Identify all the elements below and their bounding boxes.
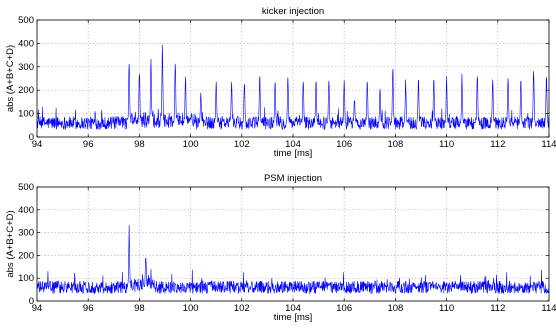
x-tick-label: 104	[285, 139, 301, 150]
x-tick-label: 98	[134, 139, 145, 150]
y-tick-label: 0	[29, 296, 34, 307]
x-tick-label: 104	[285, 303, 301, 314]
x-tick-label: 112	[490, 139, 505, 150]
x-tick-label: 110	[439, 303, 454, 314]
chart-title: PSM injection	[264, 173, 322, 184]
y-tick-label: 400	[18, 205, 34, 216]
x-tick-label: 108	[387, 303, 403, 314]
x-tick-label: 106	[336, 303, 352, 314]
y-tick-label: 500	[18, 182, 34, 193]
y-tick-label: 0	[29, 132, 34, 143]
y-tick-label: 200	[18, 85, 34, 96]
x-tick-label: 114	[541, 303, 556, 314]
x-tick-label: 108	[387, 139, 403, 150]
x-tick-label: 112	[490, 303, 505, 314]
x-tick-label: 114	[541, 139, 556, 150]
x-tick-label: 106	[336, 139, 352, 150]
y-tick-label: 300	[18, 62, 34, 73]
y-tick-label: 200	[18, 250, 34, 261]
y-tick-label: 500	[18, 15, 34, 26]
x-tick-label: 94	[32, 303, 43, 314]
y-tick-label: 100	[18, 273, 34, 284]
signal-trace	[36, 224, 550, 295]
x-axis-label: time [ms]	[274, 312, 313, 323]
x-tick-label: 102	[234, 139, 250, 150]
kicker-injection-plot: 94 96 98 100 102 104 106 108 110 112 114 0 100 200 300…	[5, 6, 556, 159]
x-tick-label: 110	[439, 139, 454, 150]
y-axis-label: abs (A+B+C+D)	[5, 45, 16, 112]
x-tick-label: 100	[183, 303, 199, 314]
x-tick-label: 96	[83, 139, 94, 150]
y-tick-label: 400	[18, 38, 34, 49]
x-tick-label: 98	[134, 303, 145, 314]
y-axis-label: abs (A+B+C+D)	[5, 210, 16, 277]
x-axis-label: time [ms]	[274, 148, 313, 159]
chart-title: kicker injection	[262, 6, 324, 17]
y-tick-label: 100	[18, 109, 34, 120]
x-tick-label: 102	[234, 303, 250, 314]
psm-injection-plot: 94 96 98 100 102 104 106 108 110 112 114 0 100 200 300…	[5, 173, 556, 323]
x-tick-label: 100	[183, 139, 199, 150]
x-tick-label: 96	[83, 303, 94, 314]
signal-trace	[36, 44, 550, 131]
y-tick-label: 300	[18, 228, 34, 239]
x-tick-label: 94	[32, 139, 43, 150]
